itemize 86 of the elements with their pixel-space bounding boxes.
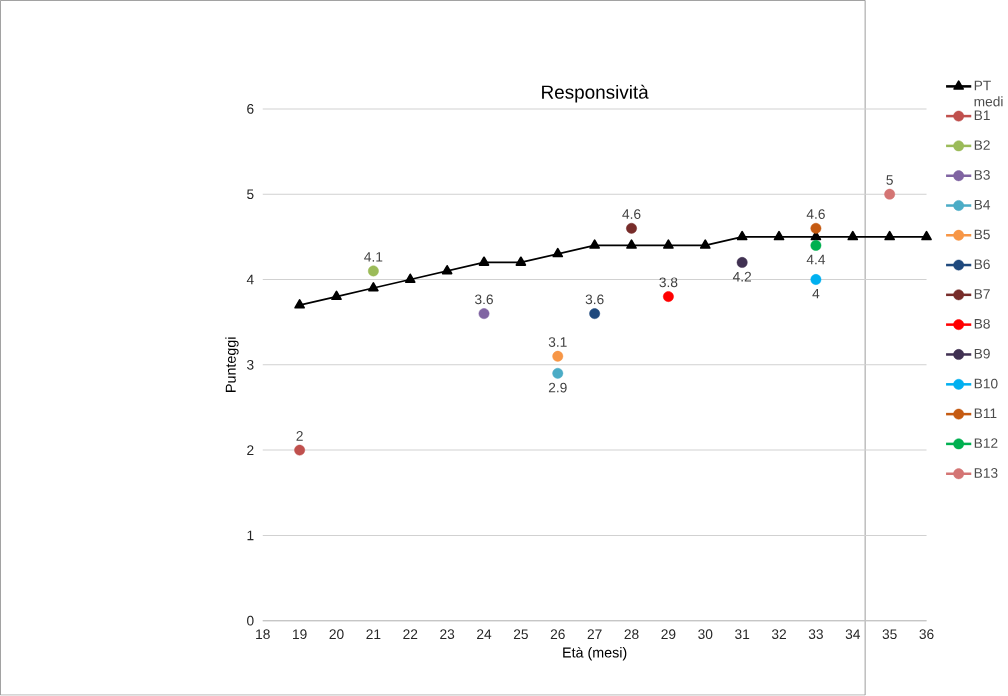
point bbox=[294, 299, 305, 309]
point bbox=[810, 223, 822, 234]
point bbox=[663, 239, 674, 250]
y-tick-label: 5 bbox=[247, 189, 254, 200]
x-axis-title: Età (mesi) bbox=[563, 647, 627, 661]
point bbox=[515, 256, 527, 267]
data-label: 3.1 bbox=[548, 337, 567, 348]
point bbox=[884, 189, 896, 200]
x-tick-label: 20 bbox=[329, 629, 344, 640]
point bbox=[331, 290, 342, 301]
point bbox=[810, 274, 822, 286]
point bbox=[441, 265, 453, 275]
legend-label: B11 bbox=[974, 408, 997, 419]
point bbox=[404, 273, 416, 284]
data-label: 4 bbox=[812, 289, 820, 299]
x-tick-label: 18 bbox=[256, 629, 270, 640]
point bbox=[663, 291, 674, 303]
point bbox=[884, 231, 895, 241]
point bbox=[552, 368, 564, 379]
point bbox=[847, 231, 859, 241]
x-tick-label: 25 bbox=[513, 629, 528, 640]
point bbox=[626, 223, 637, 234]
x-tick-label: 24 bbox=[477, 629, 492, 640]
legend-label: PT medi bbox=[974, 81, 1003, 107]
x-tick-label: 27 bbox=[587, 629, 602, 640]
data-label: 3.8 bbox=[659, 277, 678, 288]
data-label: 4.6 bbox=[806, 209, 825, 220]
point bbox=[552, 248, 564, 258]
point bbox=[294, 444, 306, 456]
legend-label: B9 bbox=[974, 349, 990, 359]
y-tick-label: 2 bbox=[247, 445, 254, 456]
point bbox=[478, 308, 490, 320]
x-tick-label: 23 bbox=[440, 629, 455, 640]
legend-label: B3 bbox=[974, 170, 990, 181]
point bbox=[736, 257, 748, 269]
legend-label: B2 bbox=[974, 140, 990, 151]
x-tick-label: 35 bbox=[882, 629, 897, 640]
y-tick-label: 6 bbox=[247, 104, 254, 114]
legend-label: B8 bbox=[974, 319, 990, 329]
x-tick-label: 19 bbox=[293, 629, 307, 640]
point bbox=[552, 351, 564, 362]
data-label: 4.4 bbox=[806, 255, 826, 265]
legend-label: B7 bbox=[974, 289, 990, 299]
point bbox=[589, 308, 601, 320]
chart-title: Responsività bbox=[542, 84, 649, 103]
x-tick-label: 29 bbox=[661, 629, 676, 640]
x-tick-label: 28 bbox=[624, 629, 639, 640]
y-axis-title: Punteggi bbox=[225, 337, 239, 393]
legend-label: B10 bbox=[974, 378, 998, 389]
x-tick-label: 26 bbox=[550, 629, 565, 640]
data-label: 5 bbox=[886, 175, 893, 186]
data-label: 4.1 bbox=[364, 252, 383, 262]
legend-label: B1 bbox=[974, 110, 990, 121]
legend-label: B13 bbox=[974, 468, 998, 479]
y-tick-label: 0 bbox=[247, 616, 254, 626]
point bbox=[810, 240, 822, 251]
x-tick-label: 33 bbox=[808, 629, 823, 640]
x-tick-label: 30 bbox=[698, 629, 713, 640]
x-tick-label: 21 bbox=[366, 629, 381, 640]
data-label: 3.6 bbox=[474, 294, 493, 305]
y-tick-label: 4 bbox=[246, 275, 254, 285]
x-tick-label: 31 bbox=[735, 629, 750, 640]
y-tick-label: 1 bbox=[247, 530, 254, 541]
legend-label: B12 bbox=[974, 438, 998, 449]
x-tick-label: 34 bbox=[845, 629, 861, 640]
x-tick-label: 32 bbox=[771, 629, 786, 640]
point bbox=[921, 231, 932, 241]
data-label: 4.6 bbox=[622, 209, 641, 220]
data-label: 3.6 bbox=[585, 294, 604, 305]
point bbox=[699, 239, 711, 250]
data-label: 2.9 bbox=[548, 382, 567, 393]
point bbox=[736, 231, 748, 241]
x-tick-label: 36 bbox=[919, 629, 934, 640]
data-label: 2 bbox=[296, 431, 303, 441]
x-tick-label: 22 bbox=[403, 629, 418, 640]
legend-label: B5 bbox=[974, 229, 990, 240]
point bbox=[773, 231, 785, 241]
point bbox=[368, 282, 379, 292]
legend-label: B4 bbox=[974, 200, 991, 210]
point bbox=[368, 265, 379, 277]
point bbox=[626, 239, 637, 250]
data-label: 4.2 bbox=[732, 272, 752, 282]
point bbox=[478, 256, 490, 267]
y-tick-label: 3 bbox=[247, 360, 254, 370]
legend-label: B6 bbox=[974, 259, 990, 270]
point bbox=[589, 239, 600, 250]
